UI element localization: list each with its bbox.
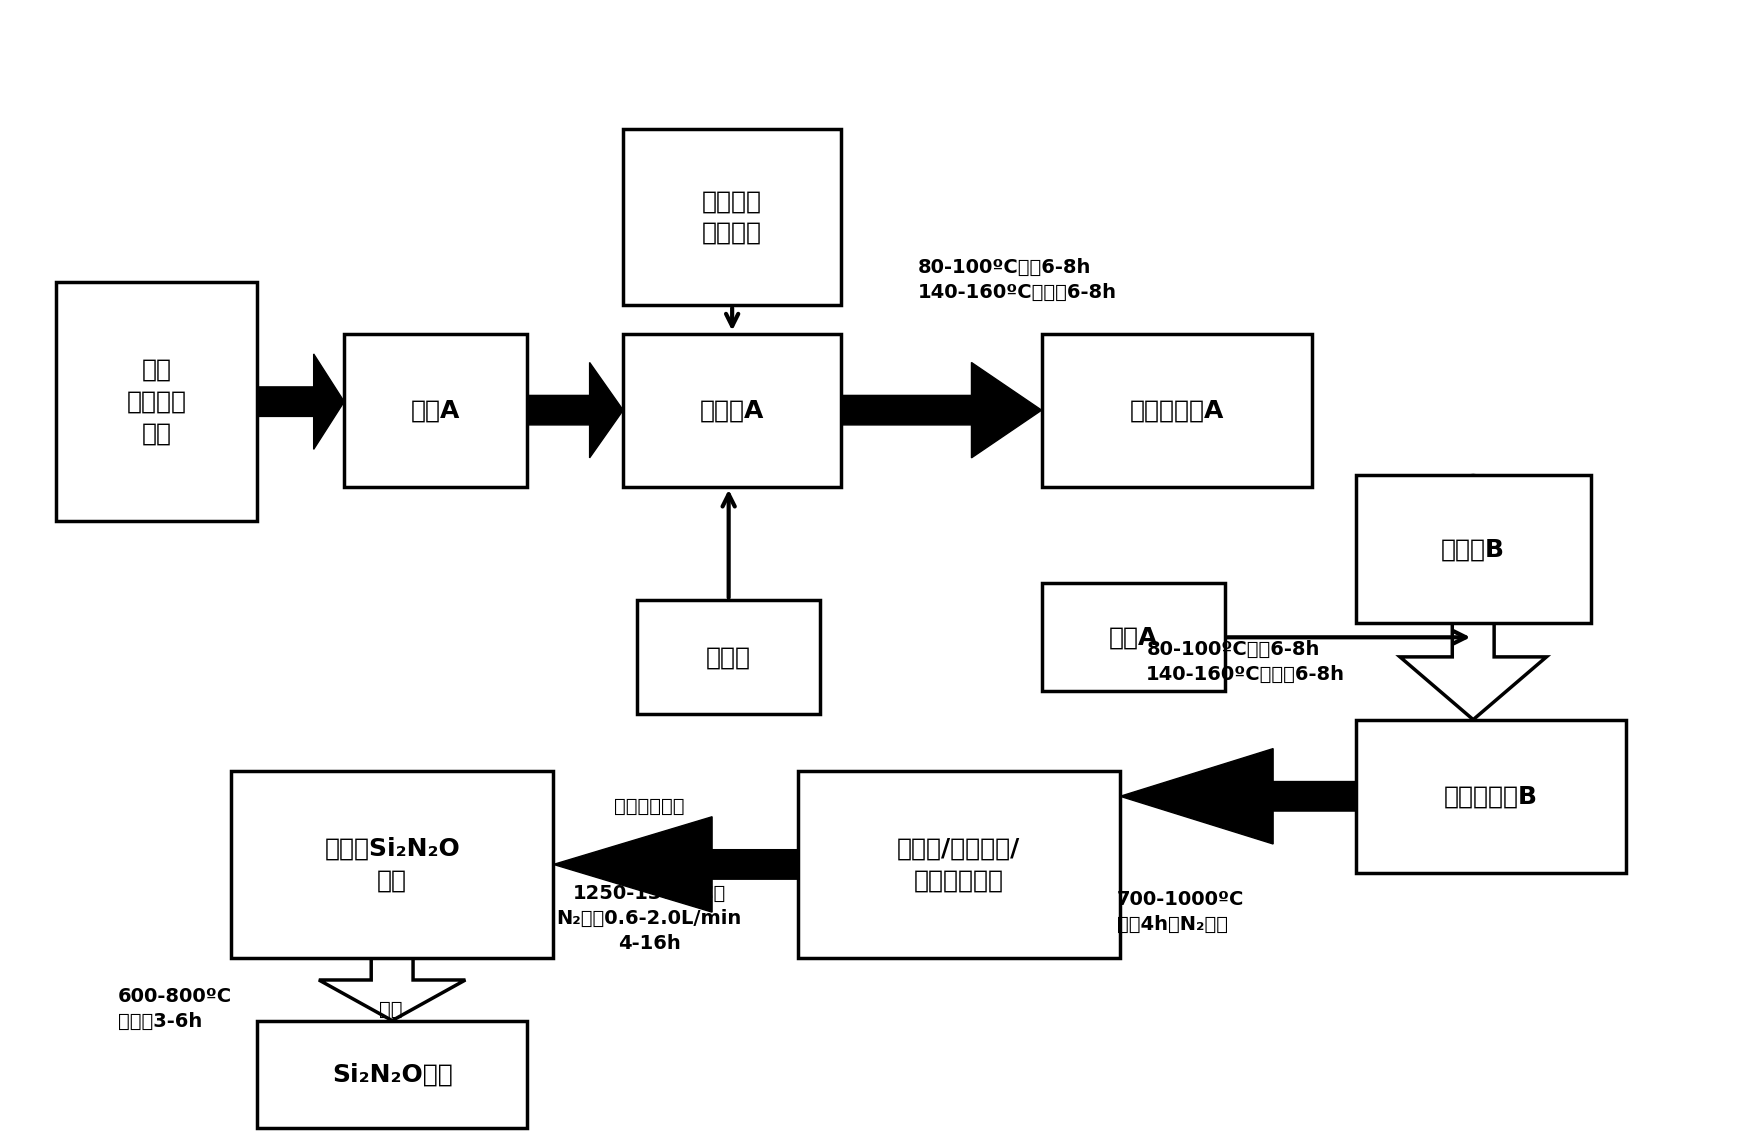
Text: 1250-1300ºC，
N₂流量0.6-2.0L/min
4-16h: 1250-1300ºC， N₂流量0.6-2.0L/min 4-16h — [557, 884, 741, 953]
Text: 溶液A: 溶液A — [1109, 626, 1158, 650]
Text: 预碳化产物A: 预碳化产物A — [1130, 398, 1225, 422]
Polygon shape — [319, 959, 466, 1020]
Text: 预碳化产物B: 预碳化产物B — [1444, 785, 1538, 809]
Text: 80-100ºC干燥6-8h
140-160ºC预碳化6-8h: 80-100ºC干燥6-8h 140-160ºC预碳化6-8h — [918, 257, 1116, 302]
Polygon shape — [554, 817, 797, 912]
Bar — [343, 334, 527, 487]
Bar — [638, 601, 820, 714]
Text: 氧化钇: 氧化钇 — [706, 645, 752, 669]
Bar — [1042, 583, 1225, 691]
Bar — [1356, 476, 1591, 623]
Text: 80-100ºC干燥6-8h
140-160ºC预碳化6-8h: 80-100ºC干燥6-8h 140-160ºC预碳化6-8h — [1146, 641, 1346, 684]
Polygon shape — [1400, 476, 1547, 487]
Text: 糊状物B: 糊状物B — [1442, 538, 1505, 562]
Text: 溶液A: 溶液A — [412, 398, 461, 422]
Bar — [1356, 720, 1626, 873]
Text: 除碳: 除碳 — [378, 1000, 403, 1018]
Bar — [624, 334, 841, 487]
Polygon shape — [1120, 748, 1356, 844]
Bar — [1042, 334, 1312, 487]
Text: 700-1000ºC
碳化4h，N₂保护: 700-1000ºC 碳化4h，N₂保护 — [1116, 890, 1244, 934]
Bar — [258, 1020, 527, 1128]
Text: 600-800ºC
空气中3-6h: 600-800ºC 空气中3-6h — [117, 987, 231, 1031]
Text: 碳热还原氮化: 碳热还原氮化 — [613, 797, 685, 816]
Text: 介孔碳/二氧化硅/
氧化钇复合物: 介孔碳/二氧化硅/ 氧化钇复合物 — [897, 836, 1020, 892]
Text: 含碳的Si₂N₂O
粉体: 含碳的Si₂N₂O 粉体 — [324, 836, 461, 892]
Bar — [624, 129, 841, 305]
Polygon shape — [527, 363, 624, 458]
Bar — [56, 283, 258, 521]
Text: 碳源
去离子水
硫酸: 碳源 去离子水 硫酸 — [126, 358, 187, 445]
Text: 有序介孔
二氧化硅: 有序介孔 二氧化硅 — [703, 189, 762, 245]
Polygon shape — [841, 363, 1042, 458]
Text: 糊状物A: 糊状物A — [701, 398, 764, 422]
Polygon shape — [1400, 623, 1547, 720]
Text: Si₂N₂O粉体: Si₂N₂O粉体 — [331, 1063, 452, 1087]
Polygon shape — [258, 353, 343, 450]
Bar — [797, 771, 1120, 959]
Bar — [231, 771, 554, 959]
